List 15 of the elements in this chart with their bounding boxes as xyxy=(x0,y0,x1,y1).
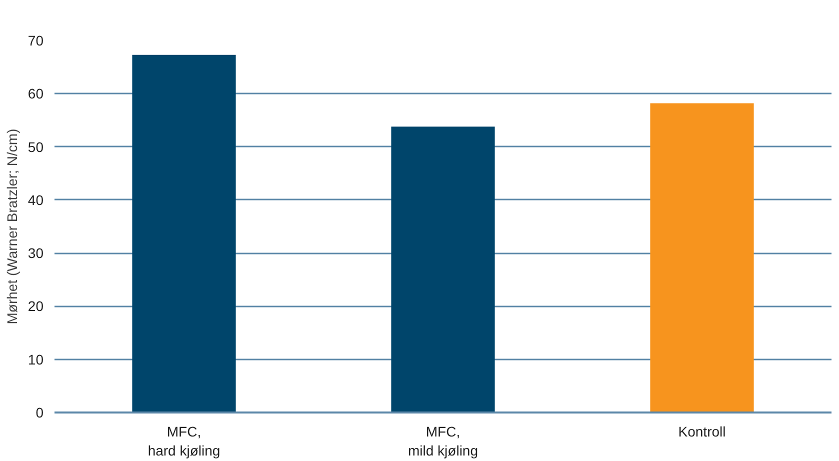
y-tick-label: 50 xyxy=(28,138,44,155)
bar xyxy=(391,126,495,412)
y-tick-label: 10 xyxy=(28,351,44,368)
x-tick-label: MFC, hard kjøling xyxy=(148,424,220,459)
bar xyxy=(650,103,754,412)
y-tick-label: 20 xyxy=(28,298,44,314)
y-tick-label: 60 xyxy=(28,86,44,102)
y-axis-title: Mørhet (Warner Bratzler; N/cm) xyxy=(4,128,20,324)
x-tick-label: MFC, mild kjøling xyxy=(408,424,478,459)
y-tick-label: 40 xyxy=(28,192,44,208)
x-tick-label: Kontroll xyxy=(678,424,726,440)
y-tick-label: 30 xyxy=(28,245,44,262)
y-tick-label: 70 xyxy=(28,32,44,48)
bar xyxy=(132,54,236,412)
y-tick-label: 0 xyxy=(36,404,44,420)
